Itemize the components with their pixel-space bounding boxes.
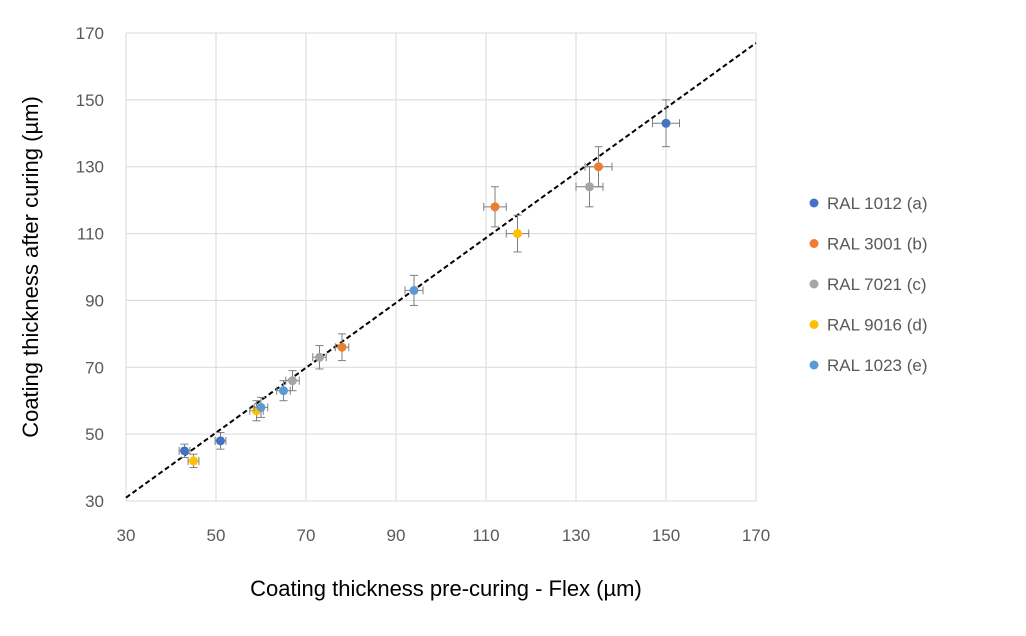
data-point: [279, 386, 288, 396]
data-point: [513, 229, 522, 239]
y-axis-title: Coating thickness after curing (µm): [18, 96, 43, 438]
data-point: [315, 352, 324, 362]
legend-label: RAL 3001 (b): [827, 235, 927, 254]
legend-label: RAL 7021 (c): [827, 275, 927, 294]
data-point-group: [276, 380, 291, 402]
data-point-group: [483, 186, 507, 228]
data-point-group: [575, 166, 604, 208]
data-point-group: [312, 345, 327, 370]
gridlines: [125, 32, 757, 502]
data-point: [585, 182, 594, 192]
data-point: [337, 342, 347, 352]
x-tick-label: 30: [117, 526, 136, 545]
data-point: [256, 402, 266, 412]
data-point: [661, 118, 671, 128]
y-tick-label: 170: [76, 24, 104, 43]
data-point-group: [652, 99, 680, 148]
data-point-group: [505, 214, 530, 253]
legend-marker: [809, 360, 819, 370]
y-tick-label: 130: [76, 158, 104, 177]
legend-marker: [809, 279, 819, 289]
y-tick-label: 90: [85, 291, 104, 310]
x-tick-label: 70: [297, 526, 316, 545]
x-tick-label: 170: [742, 526, 770, 545]
data-point: [216, 436, 225, 446]
plot-area: [126, 33, 756, 501]
y-tick-label: 70: [85, 358, 104, 377]
data-point: [594, 162, 603, 172]
reference-line: [125, 42, 757, 499]
data-points: [178, 99, 680, 469]
x-axis-title: Coating thickness pre-curing - Flex (µm): [250, 576, 642, 601]
legend-marker: [809, 198, 819, 208]
x-tick-label: 90: [387, 526, 406, 545]
data-point: [409, 285, 419, 295]
data-point-group: [187, 453, 200, 469]
x-tick-label: 150: [652, 526, 680, 545]
x-tick-label: 110: [472, 526, 499, 545]
data-point-group: [214, 431, 227, 450]
data-point-group: [253, 396, 269, 418]
data-point: [189, 456, 198, 466]
y-axis-tick-labels: 30 50 70 90 110 130 150 170: [76, 24, 104, 511]
y-tick-label: 150: [76, 91, 104, 110]
data-point: [180, 446, 189, 456]
legend-label: RAL 1012 (a): [827, 194, 927, 213]
legend-marker: [809, 320, 819, 329]
x-tick-label: 130: [562, 526, 590, 545]
data-point-group: [404, 274, 424, 306]
x-tick-label: 50: [207, 526, 226, 545]
y-tick-label: 30: [85, 492, 104, 511]
legend: RAL 1012 (a) RAL 3001 (b) RAL 7021 (c) RAL …: [809, 194, 927, 375]
data-point: [490, 202, 500, 212]
data-point-group: [334, 333, 350, 362]
y-tick-label: 50: [85, 425, 104, 444]
legend-label: RAL 9016 (d): [827, 316, 927, 335]
y-tick-label: 110: [77, 225, 104, 244]
legend-marker: [809, 239, 819, 248]
legend-label: RAL 1023 (e): [827, 356, 927, 375]
reference-line-group: [125, 42, 757, 499]
x-axis-tick-labels: 30 50 70 90 110 130 150 170: [117, 526, 771, 545]
data-point-group: [178, 443, 191, 459]
data-point: [288, 376, 297, 386]
